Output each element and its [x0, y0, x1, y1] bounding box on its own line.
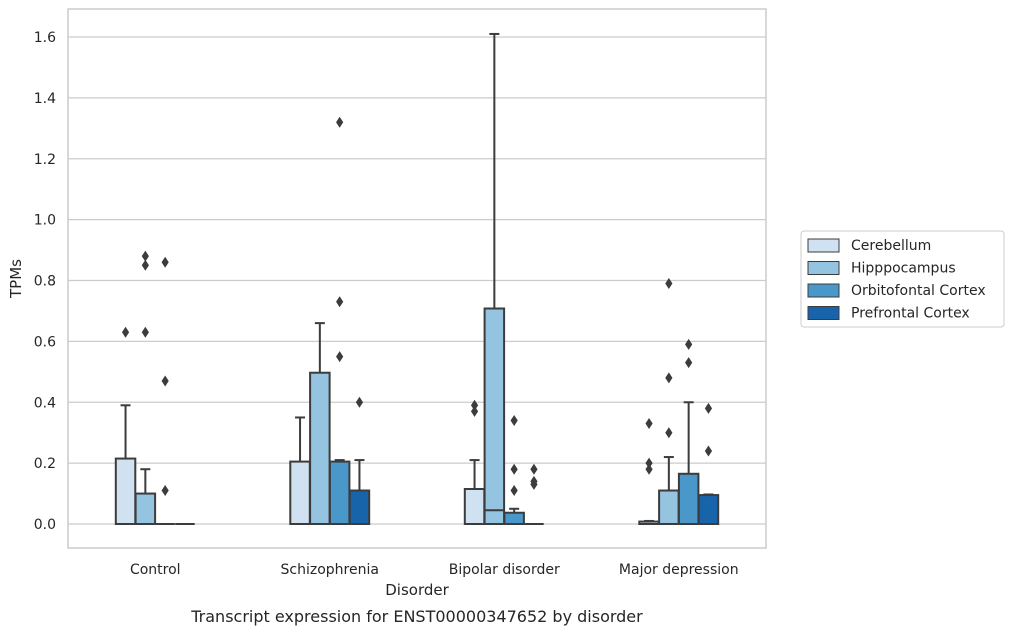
outlier-point: [121, 326, 130, 338]
outlier-point: [645, 418, 653, 430]
box: [348, 489, 371, 525]
legend-entry-prefrontal-cortex[interactable]: Prefrontal Cortex: [807, 306, 970, 322]
legend-swatch: [807, 306, 840, 320]
outlier-point: [470, 405, 479, 417]
outlier-point: [161, 375, 169, 387]
series-prefrontal-cortex: [175, 396, 720, 526]
outlier-point: [685, 357, 693, 369]
outlier-point: [704, 402, 713, 414]
box: [289, 460, 311, 525]
box: [309, 371, 331, 525]
outlier-point: [510, 485, 518, 497]
box: [658, 489, 680, 525]
box-series: [114, 32, 720, 526]
y-axis-title: TPMs: [7, 259, 25, 299]
legend-swatch: [807, 283, 840, 298]
legend-swatch: [807, 238, 840, 253]
outlier-point: [510, 463, 518, 475]
y-tick-labels: 0.0 0.2 0.4 0.6 0.8 1.0 1.2 1.4 1.6: [34, 30, 56, 533]
box: [677, 472, 700, 526]
outlier-point: [685, 338, 693, 350]
outlier-point: [510, 415, 518, 427]
x-tick-labels: Control Schizophrenia Bipolar disorder Majo…: [130, 562, 739, 578]
outlier-point: [530, 475, 538, 487]
plot-frame: [67, 8, 767, 549]
y-tick-label: 1.2: [34, 152, 56, 168]
box: [328, 460, 351, 525]
gridlines: [68, 36, 766, 525]
legend-label: Prefrontal Cortex: [851, 306, 970, 322]
outlier-point: [336, 116, 344, 128]
y-tick-label: 1.0: [34, 213, 56, 229]
x-tick-label: Control: [130, 562, 181, 578]
box: [697, 494, 720, 526]
chart-caption: Transcript expression for ENST0000034765…: [190, 607, 643, 626]
x-tick-label: Major depression: [619, 562, 739, 578]
y-tick-label: 0.2: [34, 456, 56, 472]
box: [134, 492, 157, 525]
outlier-point: [645, 463, 653, 475]
outlier-point: [645, 457, 653, 469]
legend[interactable]: Cerebellum Hipppocampus Orbitofontal Corte…: [800, 230, 1005, 328]
outlier-point: [141, 326, 149, 338]
y-tick-label: 0.8: [34, 274, 56, 290]
y-tick-label: 1.6: [34, 30, 56, 46]
outlier-point: [161, 256, 169, 268]
legend-entry-orbitofontal-cortex[interactable]: Orbitofontal Cortex: [807, 283, 986, 299]
outlier-point: [470, 399, 479, 411]
x-tick-label: Schizophrenia: [281, 562, 379, 578]
x-axis-title: Disorder: [385, 581, 449, 599]
y-tick-label: 0.0: [34, 517, 56, 533]
outlier-point: [336, 351, 344, 363]
legend-label: Cerebellum: [851, 238, 931, 254]
legend-entry-cerebellum[interactable]: Cerebellum: [807, 238, 931, 254]
outlier-point: [665, 372, 673, 384]
legend-frame: [800, 230, 1005, 328]
outlier-point: [704, 445, 713, 457]
series-orbitofontal-cortex: [155, 116, 700, 526]
outlier-point: [141, 250, 149, 262]
legend-label: Hipppocampus: [851, 261, 956, 277]
outlier-point: [161, 485, 169, 497]
box: [503, 511, 525, 525]
outlier-point: [530, 463, 538, 475]
box: [463, 487, 486, 526]
box: [114, 457, 137, 526]
y-tick-label: 0.4: [34, 395, 56, 411]
legend-entry-hipppocampus[interactable]: Hipppocampus: [807, 261, 956, 277]
outlier-point: [665, 427, 673, 439]
outlier-point: [665, 278, 673, 290]
outlier-point: [141, 259, 149, 271]
box: [483, 307, 506, 525]
outlier-point: [336, 296, 344, 308]
y-tick-label: 1.4: [34, 91, 56, 107]
series-hipppocampus: [134, 32, 680, 525]
x-tick-label: Bipolar disorder: [449, 562, 560, 578]
legend-label: Orbitofontal Cortex: [851, 283, 986, 299]
y-tick-label: 0.6: [34, 334, 56, 350]
series-cerebellum: [114, 326, 660, 526]
legend-swatch: [807, 261, 840, 275]
outlier-point: [355, 396, 364, 408]
